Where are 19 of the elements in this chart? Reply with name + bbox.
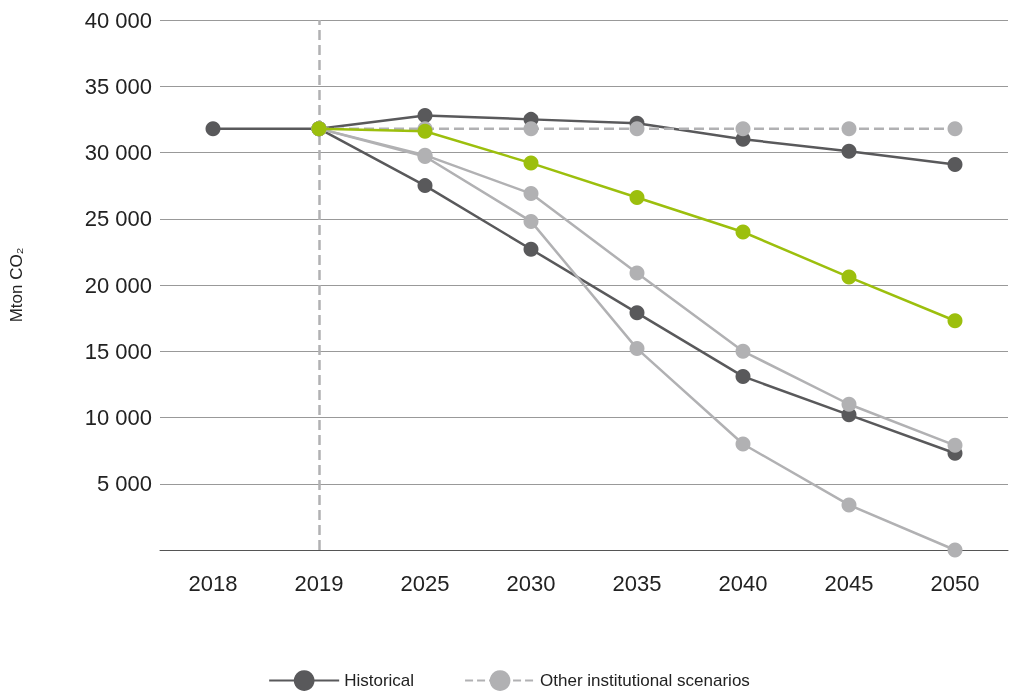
y-tick-label: 35 000 — [84, 73, 152, 99]
y-tick-label: 20 000 — [84, 272, 152, 298]
x-tick-label: 2040 — [718, 570, 768, 596]
x-tick-label: 2025 — [400, 570, 450, 596]
x-tick-label: 2035 — [612, 570, 662, 596]
y-tick-label: 10 000 — [84, 405, 152, 430]
x-tick-label: 2030 — [506, 570, 556, 596]
x-tick-label: 2018 — [188, 570, 238, 596]
y-tick-label: 5 000 — [96, 471, 152, 497]
y-tick-label: 40 000 — [84, 7, 152, 33]
y-tick-label: 15 000 — [84, 338, 152, 364]
y-axis-title: Mton CO₂ — [7, 247, 26, 323]
x-tick-label: 2050 — [930, 570, 980, 596]
x-tick-label: 2019 — [294, 570, 344, 596]
y-tick-label: 30 000 — [84, 140, 152, 165]
y-tick-label: 25 000 — [84, 206, 152, 232]
x-tick-label: 2045 — [824, 570, 874, 596]
legend-label: Other institutional scenarios — [540, 671, 750, 691]
legend-label: Historical — [344, 671, 415, 691]
